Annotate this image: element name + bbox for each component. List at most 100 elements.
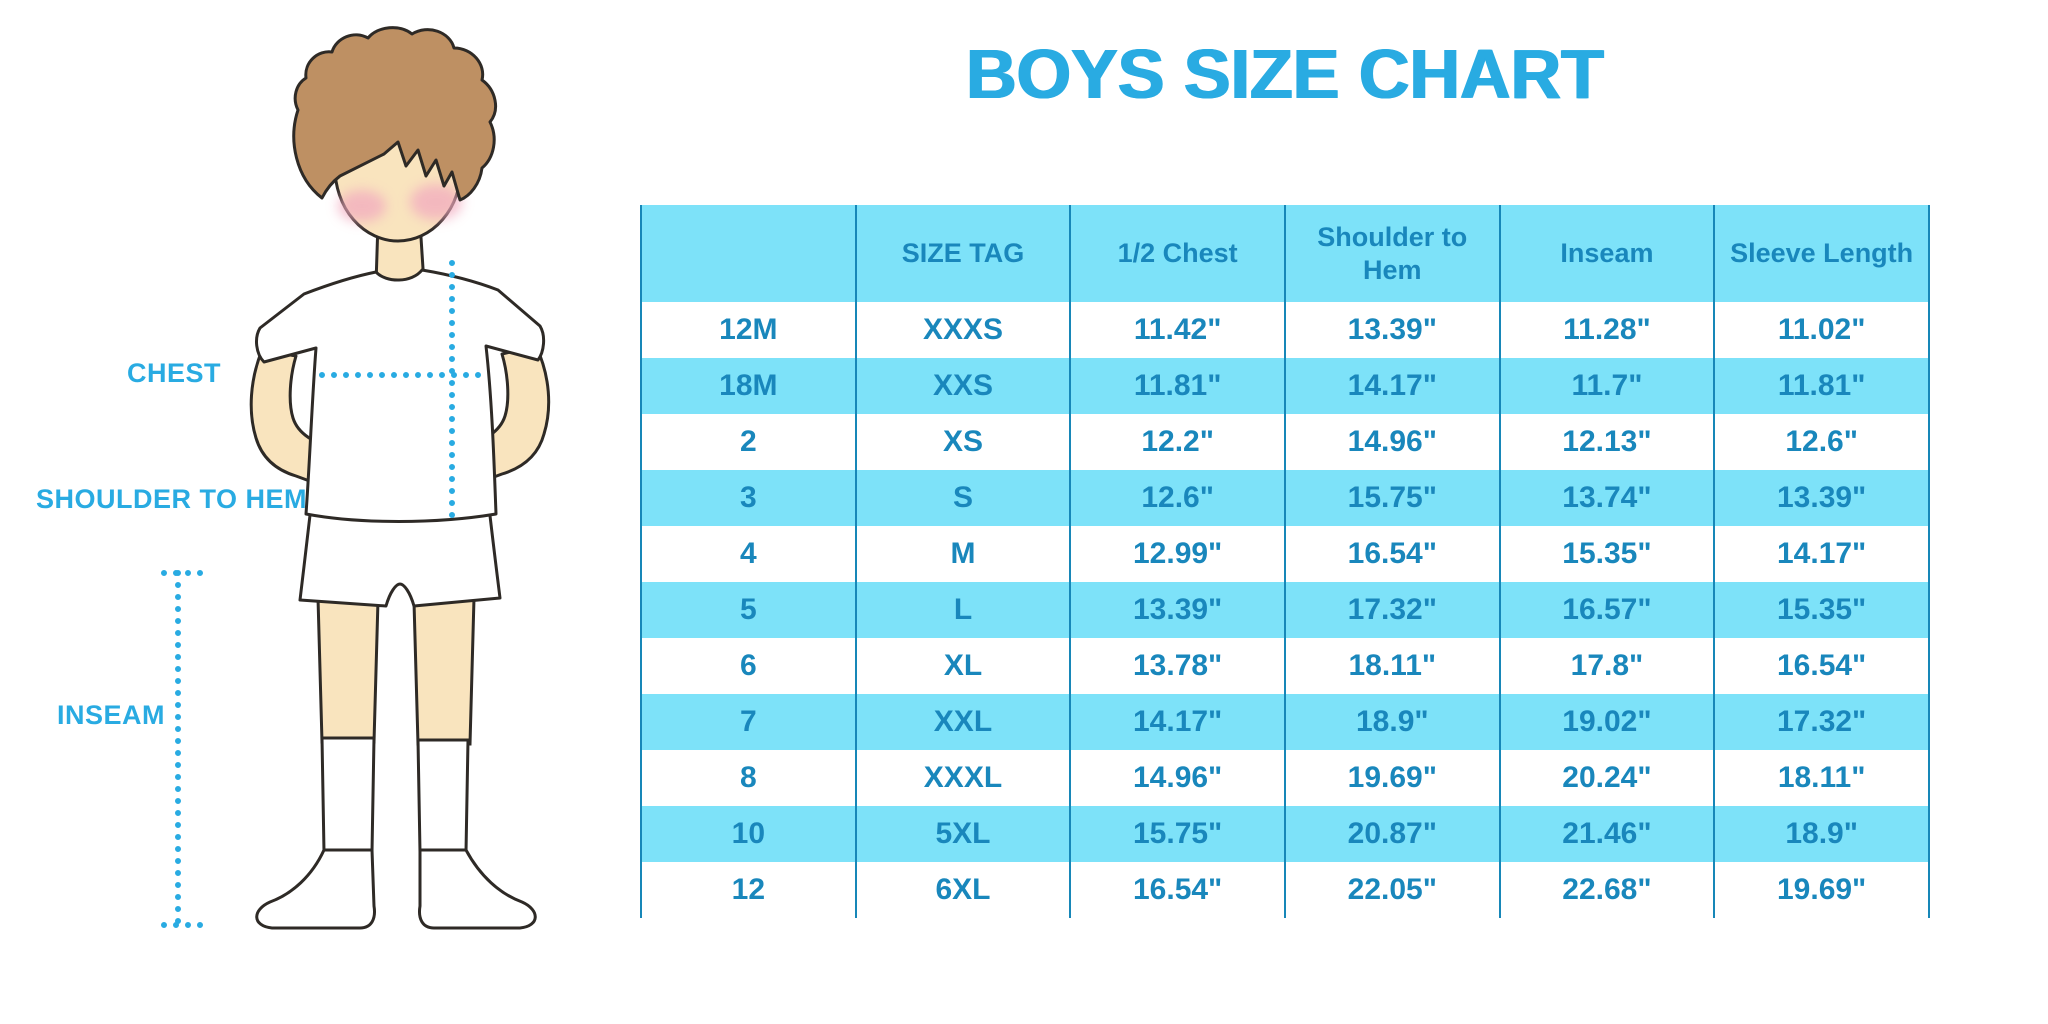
boy-socks-shoes (255, 736, 537, 930)
table-cell: 13.39" (1283, 302, 1501, 358)
table-cell: 18.11" (1713, 750, 1930, 806)
table-cell: 16.57" (1498, 582, 1716, 638)
table-cell: 20.87" (1283, 806, 1501, 862)
table-cell: XL (854, 638, 1072, 694)
table-cell: 22.68" (1498, 862, 1716, 918)
table-cell: 12.13" (1498, 414, 1716, 470)
table-cell: M (854, 526, 1072, 582)
table-row: 8 XXXL 14.96" 19.69" 20.24" 18.11" (640, 750, 1930, 806)
table-cell: 12 (640, 862, 857, 918)
column-header: Inseam (1498, 205, 1716, 302)
size-table: SIZE TAG 1/2 Chest Shoulder to Hem Inseam Sl… (640, 205, 1930, 918)
table-cell: 11.81" (1069, 358, 1286, 414)
table-cell: XXS (854, 358, 1072, 414)
column-header (640, 205, 857, 302)
table-cell: 19.69" (1283, 750, 1501, 806)
table-cell: 16.54" (1713, 638, 1930, 694)
table-cell: 13.74" (1498, 470, 1716, 526)
table-row: 7 XXL 14.17" 18.9" 19.02" 17.32" (640, 694, 1930, 750)
table-cell: 18M (640, 358, 857, 414)
table-cell: 16.54" (1069, 862, 1286, 918)
table-row: 12M XXXS 11.42" 13.39" 11.28" 11.02" (640, 302, 1930, 358)
table-cell: 19.69" (1713, 862, 1930, 918)
table-body: 12M XXXS 11.42" 13.39" 11.28" 11.02" 18M XXS 11.… (640, 302, 1930, 918)
table-cell: 8 (640, 750, 857, 806)
table-cell: 14.17" (1283, 358, 1501, 414)
table-cell: S (854, 470, 1072, 526)
chest-label: CHEST (127, 358, 222, 388)
boy-shirt (255, 268, 546, 523)
table-cell: 5 (640, 582, 857, 638)
inseam-label: INSEAM (57, 700, 166, 730)
boy-blush-right (410, 184, 462, 220)
table-cell: 14.17" (1713, 526, 1930, 582)
table-row: 4 M 12.99" 16.54" 15.35" 14.17" (640, 526, 1930, 582)
table-cell: 14.96" (1069, 750, 1286, 806)
table-cell: XXXL (854, 750, 1072, 806)
size-table-wrap: SIZE TAG 1/2 Chest Shoulder to Hem Inseam Sl… (640, 205, 1930, 918)
page-title: BOYS SIZE CHART (966, 35, 1604, 113)
table-row: 5 L 13.39" 17.32" 16.57" 15.35" (640, 582, 1930, 638)
table-row: 10 5XL 15.75" 20.87" 21.46" 18.9" (640, 806, 1930, 862)
table-cell: 2 (640, 414, 857, 470)
table-cell: 11.28" (1498, 302, 1716, 358)
table-cell: 17.32" (1713, 694, 1930, 750)
table-cell: 11.02" (1713, 302, 1930, 358)
table-cell: 11.42" (1069, 302, 1286, 358)
table-cell: 18.9" (1283, 694, 1501, 750)
boy-shorts (298, 496, 502, 608)
table-cell: 14.96" (1283, 414, 1501, 470)
boy-hair (292, 26, 498, 202)
table-cell: 18.9" (1713, 806, 1930, 862)
table-cell: 5XL (854, 806, 1072, 862)
table-cell: 19.02" (1498, 694, 1716, 750)
shoulder-to-hem-label: SHOULDER TO HEM (36, 484, 308, 514)
table-cell: 15.75" (1283, 470, 1501, 526)
boy-legs (316, 596, 476, 746)
table-cell: XXL (854, 694, 1072, 750)
table-cell: L (854, 582, 1072, 638)
table-cell: 3 (640, 470, 857, 526)
table-cell: 11.7" (1498, 358, 1716, 414)
table-row: 6 XL 13.78" 18.11" 17.8" 16.54" (640, 638, 1930, 694)
table-row: 18M XXS 11.81" 14.17" 11.7" 11.81" (640, 358, 1930, 414)
table-cell: 20.24" (1498, 750, 1716, 806)
table-cell: 15.35" (1713, 582, 1930, 638)
table-cell: 12.99" (1069, 526, 1286, 582)
column-header: Sleeve Length (1713, 205, 1930, 302)
boy-measurement-illustration (161, 26, 551, 930)
table-cell: 12.6" (1069, 470, 1286, 526)
column-header: SIZE TAG (854, 205, 1072, 302)
table-cell: 11.81" (1713, 358, 1930, 414)
table-cell: 13.78" (1069, 638, 1286, 694)
table-cell: 7 (640, 694, 857, 750)
table-cell: 4 (640, 526, 857, 582)
column-header: Shoulder to Hem (1283, 205, 1501, 302)
table-cell: 13.39" (1069, 582, 1286, 638)
table-cell: 6 (640, 638, 857, 694)
table-cell: 16.54" (1283, 526, 1501, 582)
table-cell: 15.35" (1498, 526, 1716, 582)
table-cell: 15.75" (1069, 806, 1286, 862)
table-cell: 6XL (854, 862, 1072, 918)
table-cell: XXXS (854, 302, 1072, 358)
table-cell: 12.2" (1069, 414, 1286, 470)
table-cell: 17.8" (1498, 638, 1716, 694)
table-cell: 21.46" (1498, 806, 1716, 862)
boy-blush-left (338, 190, 386, 222)
table-header-row: SIZE TAG 1/2 Chest Shoulder to Hem Inseam Sl… (640, 205, 1930, 302)
table-cell: 12M (640, 302, 857, 358)
table-cell: XS (854, 414, 1072, 470)
table-row: 3 S 12.6" 15.75" 13.74" 13.39" (640, 470, 1930, 526)
table-row: 2 XS 12.2" 14.96" 12.13" 12.6" (640, 414, 1930, 470)
table-cell: 18.11" (1283, 638, 1501, 694)
table-cell: 13.39" (1713, 470, 1930, 526)
table-head: SIZE TAG 1/2 Chest Shoulder to Hem Inseam Sl… (640, 205, 1930, 302)
boy-head (292, 26, 498, 243)
table-row: 12 6XL 16.54" 22.05" 22.68" 19.69" (640, 862, 1930, 918)
table-cell: 12.6" (1713, 414, 1930, 470)
table-cell: 22.05" (1283, 862, 1501, 918)
table-cell: 17.32" (1283, 582, 1501, 638)
table-cell: 10 (640, 806, 857, 862)
